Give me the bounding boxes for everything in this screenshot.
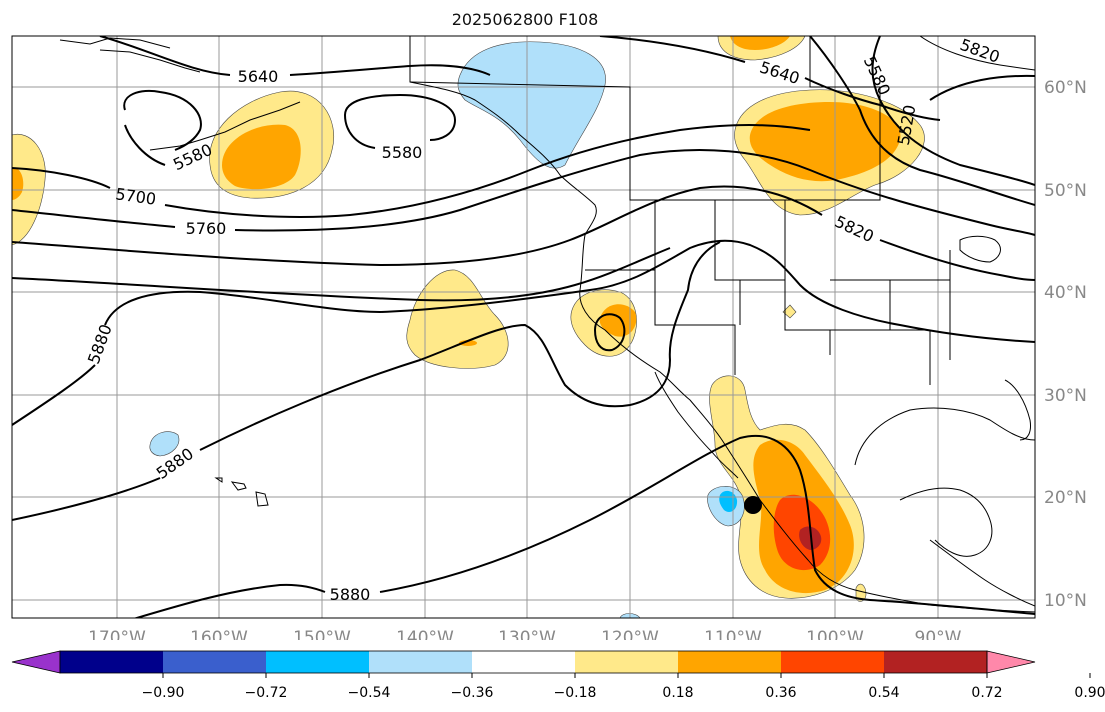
contour-label: 5640 bbox=[238, 67, 279, 86]
colorbar-tick-label: −0.90 bbox=[142, 685, 185, 701]
colorbar-tick-label: 0.54 bbox=[868, 685, 899, 701]
anomaly-positive-npac-core bbox=[222, 124, 301, 190]
colorbar-segment bbox=[266, 651, 370, 673]
colorbar-tick-label: 0.18 bbox=[662, 685, 693, 701]
lon-label: 150°W bbox=[293, 628, 351, 640]
lon-label: 120°W bbox=[601, 628, 659, 640]
longitude-labels: 170°W 160°W 150°W 140°W 130°W 120°W 110°… bbox=[88, 628, 962, 640]
anomaly-shading bbox=[12, 36, 925, 618]
anomaly-positive-north-core bbox=[730, 36, 790, 50]
colorbar-tick-label: 0.36 bbox=[765, 685, 796, 701]
colorbar-segment bbox=[884, 651, 988, 673]
colorbar-segment bbox=[781, 651, 885, 673]
lon-label: 170°W bbox=[88, 628, 146, 640]
contour-label: 5880 bbox=[330, 585, 371, 604]
lon-label: 110°W bbox=[704, 628, 762, 640]
contour-label: 5580 bbox=[382, 143, 423, 162]
map-title: 2025062800 F108 bbox=[451, 10, 599, 29]
lon-label: 140°W bbox=[396, 628, 454, 640]
lat-label: 10°N bbox=[1044, 591, 1087, 611]
lon-label: 130°W bbox=[498, 628, 556, 640]
coastlines bbox=[59, 36, 1035, 613]
latitude-labels: 60°N 50°N 40°N 30°N 20°N 10°N bbox=[1044, 78, 1087, 611]
lat-label: 60°N bbox=[1044, 78, 1087, 98]
colorbar-tick-label: −0.72 bbox=[245, 685, 288, 701]
anomaly-negative-alaska bbox=[457, 41, 606, 169]
weather-map: 5640 5640 5580 5580 5580 5520 5820 5820 … bbox=[11, 35, 1087, 640]
lon-label: 90°W bbox=[915, 628, 962, 640]
contour-label: 5700 bbox=[114, 184, 157, 208]
colorbar-tick-label: −0.18 bbox=[554, 685, 597, 701]
lon-label: 100°W bbox=[806, 628, 864, 640]
storm-marker bbox=[744, 496, 762, 514]
colorbar-tick-label: 0.72 bbox=[971, 685, 1002, 701]
colorbar-segments bbox=[11, 650, 1036, 674]
colorbar-ticks: −0.90 −0.72 −0.54 −0.36 −0.18 0.18 0.36 0.54 0.7… bbox=[142, 673, 1105, 701]
contour-label: 5760 bbox=[186, 219, 227, 238]
colorbar-segment bbox=[575, 651, 679, 673]
colorbar-segment bbox=[678, 651, 782, 673]
height-contours bbox=[12, 36, 1035, 618]
colorbar-extend-high bbox=[986, 650, 1036, 674]
anomaly-negative-hawaii-west bbox=[149, 431, 180, 457]
lat-label: 30°N bbox=[1044, 386, 1087, 406]
lat-label: 40°N bbox=[1044, 283, 1087, 303]
map-frame bbox=[11, 35, 1036, 619]
contour-label: 5820 bbox=[958, 35, 1003, 67]
lon-label: 160°W bbox=[190, 628, 248, 640]
lat-label: 50°N bbox=[1044, 181, 1087, 201]
colorbar-extend-low bbox=[11, 650, 61, 674]
lat-label: 20°N bbox=[1044, 488, 1087, 508]
contour-label: 5580 bbox=[860, 53, 894, 98]
colorbar-tick-label: 0.90 bbox=[1074, 685, 1105, 701]
colorbar-segment bbox=[163, 651, 267, 673]
colorbar-tick-label: −0.36 bbox=[451, 685, 494, 701]
contour-label: 5640 bbox=[757, 57, 802, 88]
contour-label: 5880 bbox=[84, 322, 116, 367]
colorbar-segment bbox=[369, 651, 473, 673]
contour-label: 5580 bbox=[170, 140, 215, 174]
colorbar-segment bbox=[60, 651, 164, 673]
anomaly-positive-west-core bbox=[12, 167, 24, 200]
colorbar: −0.90 −0.72 −0.54 −0.36 −0.18 0.18 0.36 0.54 0.7… bbox=[11, 650, 1105, 701]
colorbar-segment bbox=[472, 651, 576, 673]
anomaly-positive-midpac bbox=[406, 269, 509, 369]
contour-label: 5820 bbox=[832, 212, 877, 246]
colorbar-tick-label: −0.54 bbox=[348, 685, 391, 701]
anomaly-positive-california-core bbox=[599, 304, 637, 337]
